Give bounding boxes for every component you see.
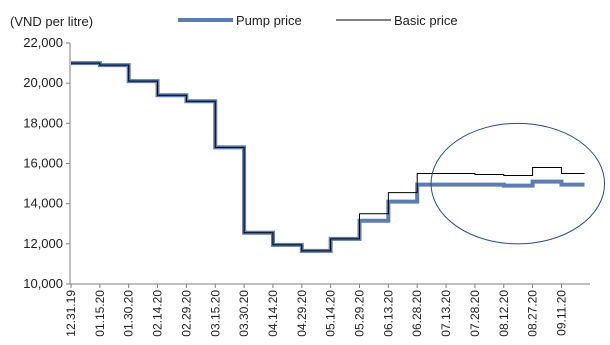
x-tick-label: 03.15.20 xyxy=(208,290,222,337)
x-tick-label: 12.31.19 xyxy=(64,290,78,337)
x-tick-label: 02.29.20 xyxy=(179,290,193,337)
legend: Pump price Basic price xyxy=(178,13,458,28)
y-axis: 10,000 12,000 14,000 16,000 18,000 20,000 22,0… xyxy=(23,35,71,291)
highlight-ellipse xyxy=(430,122,606,245)
series-line-basic-price xyxy=(71,62,585,252)
annotation-layer xyxy=(430,122,606,245)
x-tick-label: 07.28.20 xyxy=(468,290,482,337)
legend-label-basic-price: Basic price xyxy=(394,13,458,28)
y-tick-label: 12,000 xyxy=(23,236,63,251)
x-tick-label: 08.12.20 xyxy=(497,290,511,337)
y-tick-label: 22,000 xyxy=(23,35,63,50)
x-tick-label: 05.14.20 xyxy=(324,290,338,337)
plot-area xyxy=(71,61,585,253)
y-tick-label: 18,000 xyxy=(23,115,63,130)
x-tick-label: 09.11.20 xyxy=(554,290,568,336)
x-tick-label: 04.14.20 xyxy=(266,290,280,337)
x-tick-label: 01.30.20 xyxy=(122,290,136,337)
x-tick-label: 01.15.20 xyxy=(93,290,107,337)
legend-label-pump-price: Pump price xyxy=(236,13,302,28)
y-axis-label: (VND per litre) xyxy=(10,14,93,29)
x-tick-label: 08.27.20 xyxy=(526,290,540,337)
y-tick-label: 14,000 xyxy=(23,196,63,211)
x-tick-label: 04.29.20 xyxy=(295,290,309,337)
x-tick-label: 07.13.20 xyxy=(439,290,453,337)
x-tick-label: 06.28.20 xyxy=(410,290,424,337)
x-axis: 12.31.19 01.15.20 01.30.20 02.14.20 02.29.20… xyxy=(64,283,590,337)
series-line-pump-price xyxy=(71,61,585,253)
x-tick-label: 03.30.20 xyxy=(237,290,251,337)
x-tick-label: 06.13.20 xyxy=(381,290,395,337)
x-tick-label: 02.14.20 xyxy=(151,290,165,337)
y-tick-label: 16,000 xyxy=(23,156,63,171)
y-tick-label: 20,000 xyxy=(23,75,63,90)
y-tick-label: 10,000 xyxy=(23,276,63,291)
x-tick-label: 05.29.20 xyxy=(353,290,367,337)
